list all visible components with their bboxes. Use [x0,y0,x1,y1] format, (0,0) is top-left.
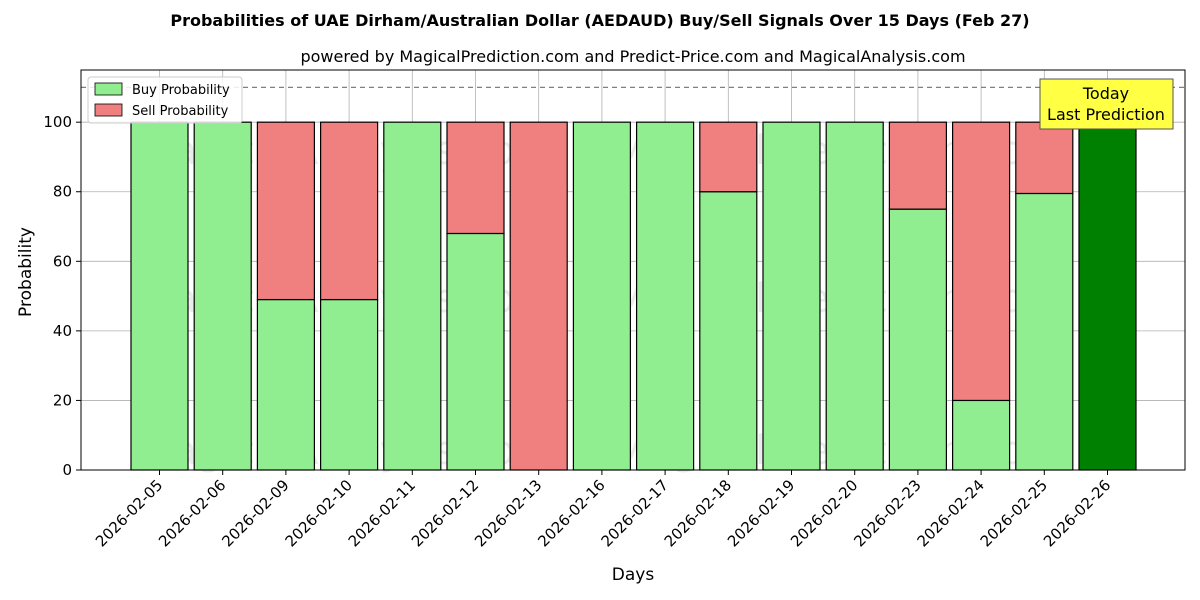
buy-bar [825,121,884,471]
x-tick-label: 2026-02-23 [850,476,924,550]
buy-bar [130,121,189,471]
legend-swatch-sell [94,103,123,117]
y-tick-label: 0 [62,461,72,479]
x-tick-label: 2026-02-06 [155,476,229,550]
x-tick-label: 2026-02-26 [1040,476,1114,550]
buy-bar [951,399,1011,471]
x-tick-label: 2026-02-11 [345,476,419,550]
buy-bar [193,121,252,471]
buy-bar [762,121,821,471]
buy-bar [320,298,379,471]
buy-bar [635,121,695,471]
y-axis: 0 20 40 60 80 100 [43,113,81,479]
sell-bar [320,121,379,301]
x-tick-label: 2026-02-19 [724,476,798,550]
buy-bar [1015,192,1074,471]
y-tick-label: 40 [53,322,72,340]
y-tick-label: 20 [53,391,72,409]
legend: Buy Probability Sell Probability [87,76,243,124]
sell-bar [951,121,1011,402]
sell-bar [256,121,315,301]
buy-bar [446,232,505,471]
sell-bar [1015,121,1074,195]
plot-frame [80,69,1186,471]
buy-bar [888,208,948,471]
buy-bar [256,298,315,471]
today-label: Today [1082,84,1129,103]
last-prediction-label: Last Prediction [1047,105,1165,124]
chart-subtitle: powered by MagicalPrediction.com and Pre… [300,47,965,66]
buy-bar [699,191,758,471]
buy-bar [383,121,442,471]
x-axis: 2026-02-052026-02-062026-02-092026-02-10… [92,470,1114,550]
x-tick-label: 2026-02-10 [282,476,356,550]
x-tick-label: 2026-02-25 [977,476,1051,550]
y-tick-label: 60 [53,252,72,270]
x-tick-label: 2026-02-13 [471,476,545,550]
y-tick-label: 100 [43,113,72,131]
sell-bar [699,121,758,193]
x-tick-label: 2026-02-16 [534,476,608,550]
chart-title: Probabilities of UAE Dirham/Australian D… [170,11,1029,30]
x-tick-label: 2026-02-20 [787,476,861,550]
x-tick-label: 2026-02-09 [218,476,292,550]
sell-bar [888,121,948,210]
bars-layer [130,121,1137,471]
sell-bar [446,121,505,235]
x-tick-label: 2026-02-05 [92,476,166,550]
legend-label-sell: Sell Probability [132,104,229,119]
x-tick-label: 2026-02-18 [661,476,735,550]
legend-label-buy: Buy Probability [132,83,230,98]
x-tick-label: 2026-02-12 [408,476,482,550]
y-axis-label: Probability [16,227,36,317]
x-axis-label: Days [612,565,655,585]
today-annotation: Today Last Prediction [1039,78,1174,130]
sell-bar [509,121,568,471]
buy-bar [1078,121,1137,471]
y-tick-label: 80 [53,183,72,201]
legend-swatch-buy [94,82,123,96]
legend-box [87,76,243,124]
x-tick-label: 2026-02-17 [598,476,672,550]
buy-bar [572,121,632,471]
x-tick-label: 2026-02-24 [914,476,988,550]
today-box [1039,78,1174,130]
